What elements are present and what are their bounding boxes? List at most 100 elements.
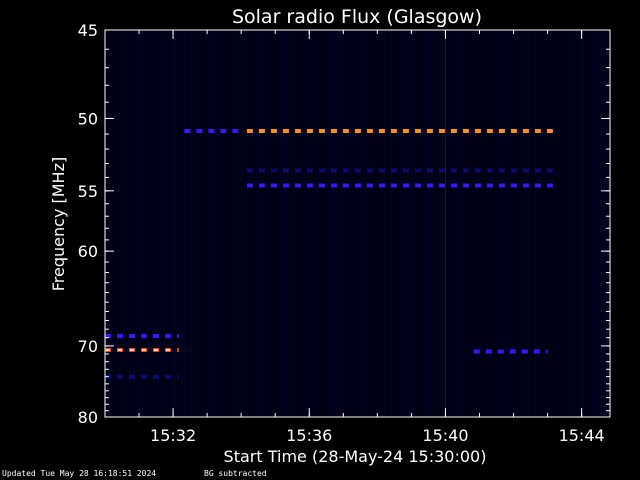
- noise-column: [160, 31, 161, 416]
- emission-dash: [129, 374, 135, 379]
- noise-column: [385, 31, 386, 416]
- noise-column: [400, 31, 401, 416]
- noise-column: [427, 31, 428, 416]
- y-tick-label: 80: [78, 408, 98, 427]
- noise-column: [466, 31, 467, 416]
- noise-column: [139, 31, 140, 416]
- noise-column: [556, 31, 557, 416]
- noise-column: [229, 31, 230, 416]
- noise-column: [247, 31, 248, 416]
- noise-column: [130, 31, 131, 416]
- bg-subtracted-note: BG subtracted: [204, 469, 267, 478]
- emission-dash: [521, 349, 528, 354]
- emission-dash: [294, 168, 301, 173]
- noise-column: [148, 31, 149, 416]
- noise-column: [232, 31, 233, 416]
- noise-column: [241, 31, 242, 416]
- noise-column: [382, 31, 383, 416]
- noise-column: [502, 31, 503, 416]
- emission-dash: [354, 168, 361, 173]
- emission-dash: [306, 183, 313, 188]
- emission-dash: [246, 183, 253, 188]
- noise-column: [145, 31, 146, 416]
- noise-column: [403, 31, 404, 416]
- emission-dash: [474, 183, 481, 188]
- noise-column: [589, 31, 590, 416]
- emission-dash: [390, 168, 397, 173]
- noise-column: [280, 31, 281, 416]
- emission-dash: [534, 129, 541, 133]
- noise-column: [322, 31, 323, 416]
- noise-column: [562, 31, 563, 416]
- noise-column: [475, 31, 476, 416]
- emission-dash-core: [166, 349, 170, 351]
- noise-column: [439, 31, 440, 416]
- emission-dash: [462, 183, 469, 188]
- emission-dash: [318, 168, 325, 173]
- y-tick-label: 55: [78, 182, 98, 201]
- emission-dash: [153, 334, 159, 338]
- emission-dash: [402, 168, 409, 173]
- noise-column: [607, 31, 608, 416]
- noise-column: [265, 31, 266, 416]
- noise-column: [583, 31, 584, 416]
- noise-column: [121, 31, 122, 416]
- noise-column: [505, 31, 506, 416]
- noise-column: [544, 31, 545, 416]
- emission-dash: [366, 129, 373, 133]
- noise-column: [190, 31, 191, 416]
- emission-dash-core: [118, 349, 122, 351]
- noise-column: [598, 31, 599, 416]
- updated-timestamp: Updated Tue May 28 16:18:51 2024: [2, 469, 157, 478]
- noise-column: [430, 31, 431, 416]
- noise-column: [376, 31, 377, 416]
- emission-dash-core: [106, 349, 110, 351]
- noise-column: [184, 31, 185, 416]
- emission-dash: [438, 129, 445, 133]
- noise-column: [214, 31, 215, 416]
- emission-dash: [402, 183, 409, 188]
- emission-dash: [509, 349, 516, 354]
- noise-column: [487, 31, 488, 416]
- noise-column: [202, 31, 203, 416]
- emission-dash: [390, 183, 397, 188]
- noise-column: [412, 31, 413, 416]
- noise-column: [154, 31, 155, 416]
- emission-features: [105, 30, 553, 417]
- noise-column: [307, 31, 308, 416]
- noise-column: [574, 31, 575, 416]
- emission-dash: [366, 183, 373, 188]
- noise-column: [142, 31, 143, 416]
- noise-column: [259, 31, 260, 416]
- noise-column: [286, 31, 287, 416]
- noise-column: [529, 31, 530, 416]
- noise-column: [535, 31, 536, 416]
- noise-column: [244, 31, 245, 416]
- noise-column: [127, 31, 128, 416]
- emission-dash: [177, 374, 179, 379]
- emission-dash: [533, 349, 540, 354]
- noise-column: [250, 31, 251, 416]
- emission-dash: [450, 183, 457, 188]
- noise-column: [310, 31, 311, 416]
- noise-column: [478, 31, 479, 416]
- noise-column: [433, 31, 434, 416]
- emission-dash: [342, 129, 349, 133]
- emission-dash: [534, 168, 541, 173]
- noise-column: [343, 31, 344, 416]
- emission-dash: [378, 183, 385, 188]
- emission-dash: [330, 168, 337, 173]
- emission-dash: [546, 129, 553, 133]
- noise-column: [334, 31, 335, 416]
- noise-column: [289, 31, 290, 416]
- y-tick-label: 45: [78, 21, 98, 40]
- emission-dash: [522, 183, 529, 188]
- noise-column: [253, 31, 254, 416]
- noise-column: [136, 31, 137, 416]
- emission-dash: [282, 183, 289, 188]
- emission-dash: [414, 129, 421, 133]
- emission-dash: [366, 168, 373, 173]
- emission-dash: [258, 183, 265, 188]
- y-tick-label: 50: [78, 109, 98, 128]
- y-tick-label: 60: [78, 242, 98, 261]
